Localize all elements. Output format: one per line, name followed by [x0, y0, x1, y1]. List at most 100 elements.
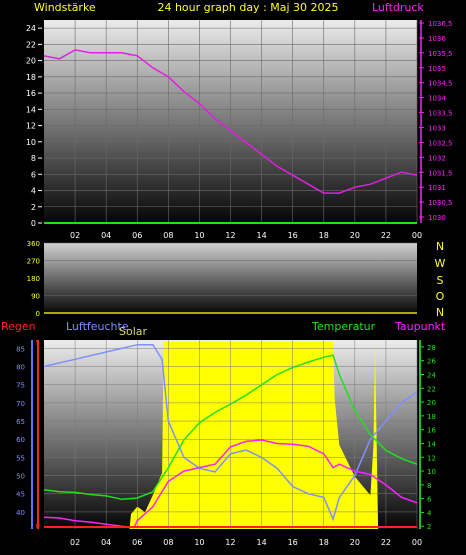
temperature-tick-label: 6: [427, 496, 432, 504]
x-tick-label: 18: [319, 538, 329, 547]
x-tick-label: 14: [256, 231, 266, 240]
series-taupunkt: [43, 439, 418, 529]
humidity-tick-label: 75: [16, 382, 25, 390]
pressure-tick-label: 1033,5: [428, 110, 453, 118]
temperature-label: Temperatur: [311, 320, 376, 333]
temperature-tick-label: 18: [427, 413, 436, 421]
direction-tick-label: 180: [27, 275, 40, 283]
x-tick-label: 10: [194, 538, 204, 547]
humidity-tick-label: 65: [16, 418, 25, 426]
pressure-tick-label: 1036: [428, 35, 446, 43]
wind-tick-label: 0: [31, 219, 36, 228]
humidity-tick-label: 80: [16, 364, 25, 372]
top-x-axis-ticks: 02 04 06 08 10 12 14 16 18 20 22 00: [70, 231, 422, 240]
temperature-tick-label: 12: [427, 454, 436, 462]
temperature-tick-label: 20: [427, 399, 436, 407]
pressure-axis-title: Luftdruck: [372, 1, 424, 14]
direction-tick-label: 0: [36, 310, 40, 318]
x-tick-label: 16: [288, 231, 298, 240]
x-tick-label: 22: [381, 231, 391, 240]
wind-tick-label: 22: [26, 40, 36, 49]
direction-axis-ticks: 0 90 180 270 360: [27, 240, 40, 318]
humidity-tick-label: 50: [16, 473, 25, 481]
pressure-tick-label: 1031,5: [428, 169, 453, 177]
pressure-tick-label: 1030,5: [428, 199, 453, 207]
wind-tick-label: 12: [26, 122, 36, 131]
x-tick-label: 12: [225, 538, 235, 547]
pressure-axis-ticks: 1030 1030,5 1031 1031,5 1032 1032,5 1033 1033,5…: [419, 20, 453, 223]
humidity-tick-label: 70: [16, 400, 25, 408]
graph-title: 24 hour graph day : Maj 30 2025: [157, 1, 338, 14]
humidity-tick-label: 40: [16, 509, 25, 517]
pressure-tick-label: 1035,5: [428, 50, 453, 58]
wind-axis-title: Windstärke: [34, 1, 96, 14]
x-tick-label: 02: [70, 538, 80, 547]
solar-label: Solar: [119, 325, 148, 338]
pressure-tick-label: 1035: [428, 65, 446, 73]
wind-tick-label: 18: [26, 73, 36, 82]
series-luftfeuchte: [43, 343, 418, 522]
temperature-tick-label: 10: [427, 468, 436, 476]
x-tick-label: 20: [350, 231, 360, 240]
humidity-tick-label: 55: [16, 454, 25, 462]
temperature-tick-label: 8: [427, 482, 431, 490]
wind-tick-label: 14: [26, 105, 36, 114]
series-luftdruck: [43, 49, 418, 194]
x-tick-label: 06: [132, 231, 142, 240]
wind-tick-label: 2: [31, 203, 36, 212]
wind-tick-label: 4: [31, 187, 36, 196]
pressure-tick-label: 1036,5: [428, 20, 453, 28]
pressure-tick-label: 1030: [428, 214, 446, 222]
x-tick-label: 04: [101, 538, 111, 547]
humidity-label: Luftfeuchte: [66, 320, 129, 333]
wind-tick-label: 8: [31, 154, 36, 163]
humidity-tick-label: 45: [16, 491, 25, 499]
temperature-tick-label: 26: [427, 358, 436, 366]
top-panel-series: [43, 49, 418, 224]
pressure-tick-label: 1034,5: [428, 80, 453, 88]
x-tick-label: 22: [381, 538, 391, 547]
pressure-tick-label: 1033: [428, 124, 446, 132]
top-panel-grid: [44, 20, 418, 224]
pressure-tick-label: 1034: [428, 95, 446, 103]
wind-tick-label: 10: [26, 138, 36, 147]
temperature-tick-label: 22: [427, 385, 436, 393]
wind-dir-O: O: [436, 290, 445, 303]
temperature-tick-label: 2: [427, 523, 431, 531]
wind-dir-N-top: N: [436, 240, 444, 253]
x-tick-label: 16: [288, 538, 298, 547]
wind-tick-label: 6: [31, 170, 36, 179]
x-tick-label: 10: [194, 231, 204, 240]
wind-dir-W: W: [435, 257, 446, 270]
rain-label: Regen: [1, 320, 36, 333]
x-tick-label: 00: [412, 538, 422, 547]
temperature-tick-label: 16: [427, 427, 436, 435]
series-temperatur: [43, 354, 418, 501]
x-tick-label: 08: [163, 231, 173, 240]
wind-dir-S: S: [437, 274, 444, 287]
humidity-tick-label: 60: [16, 436, 25, 444]
bottom-x-axis-ticks: 02 04 06 08 10 12 14 16 18 20 22 00: [70, 538, 422, 547]
humidity-axis-ticks: 40 45 50 55 60 65 70 75 80 85: [16, 345, 25, 517]
direction-tick-label: 90: [31, 293, 40, 301]
x-tick-label: 00: [412, 231, 422, 240]
bottom-panel-grid: [44, 340, 418, 529]
wind-tick-label: 16: [26, 89, 36, 98]
wind-tick-label: 20: [26, 57, 36, 66]
dewpoint-label: Taupunkt: [394, 320, 446, 333]
pressure-tick-label: 1032,5: [428, 139, 453, 147]
wind-dir-N-bottom: N: [436, 306, 444, 319]
x-tick-label: 02: [70, 231, 80, 240]
x-tick-label: 12: [225, 231, 235, 240]
x-tick-label: 14: [256, 538, 266, 547]
wind-tick-label: 24: [26, 24, 36, 33]
temperature-tick-label: 24: [427, 371, 436, 379]
direction-tick-label: 360: [27, 240, 40, 248]
pressure-tick-label: 1031: [428, 184, 446, 192]
temperature-tick-label: 14: [427, 440, 436, 448]
x-tick-label: 18: [319, 231, 329, 240]
x-tick-label: 04: [101, 231, 111, 240]
